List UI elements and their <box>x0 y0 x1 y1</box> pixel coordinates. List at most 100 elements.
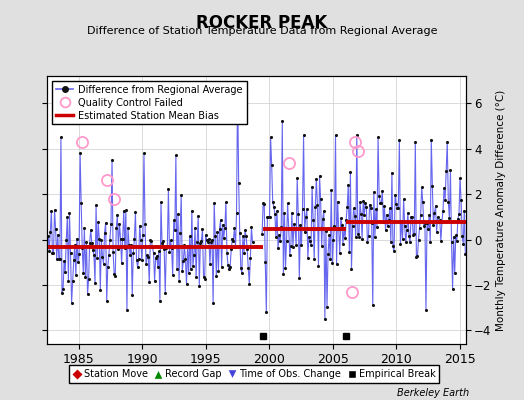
Text: ROCKER PEAK: ROCKER PEAK <box>196 14 328 32</box>
Point <box>310 256 319 262</box>
Point <box>91 280 99 286</box>
Point <box>451 270 459 276</box>
Point <box>425 212 433 218</box>
Point <box>169 272 177 278</box>
Point <box>128 292 136 298</box>
Point <box>408 214 417 220</box>
Point <box>81 273 90 280</box>
Point <box>196 240 204 246</box>
Point <box>431 203 440 209</box>
Point <box>441 196 449 203</box>
Point <box>455 211 463 218</box>
Point <box>434 219 443 225</box>
Point <box>377 200 386 206</box>
Point <box>397 218 406 224</box>
Point <box>183 243 192 249</box>
Point <box>453 237 461 244</box>
Point <box>209 300 217 306</box>
Point <box>192 274 200 280</box>
Point <box>238 270 246 276</box>
Point <box>93 255 101 262</box>
Point <box>282 237 291 244</box>
Point <box>258 231 266 237</box>
Point <box>63 214 71 220</box>
Point <box>60 258 68 264</box>
Point <box>315 173 324 179</box>
Point <box>341 235 350 242</box>
Point <box>297 242 305 248</box>
Point <box>188 207 196 214</box>
Point <box>78 244 86 251</box>
Point <box>348 223 357 229</box>
Point <box>228 236 236 242</box>
Point <box>461 251 470 257</box>
Point <box>182 281 191 288</box>
Point <box>162 245 170 251</box>
Point <box>108 157 116 163</box>
Point <box>272 234 280 240</box>
Point <box>149 250 158 256</box>
Point <box>223 250 231 256</box>
Point <box>95 236 103 242</box>
Point <box>362 204 370 211</box>
Point <box>328 260 336 267</box>
Point <box>119 208 128 214</box>
Point <box>312 176 321 182</box>
Point <box>319 216 327 222</box>
Point <box>365 202 374 208</box>
Point <box>82 239 91 246</box>
Point <box>64 278 73 284</box>
Point <box>450 234 458 240</box>
Point <box>58 290 66 296</box>
Point <box>411 139 420 145</box>
Point <box>61 268 69 275</box>
Point <box>202 232 210 238</box>
Point <box>190 252 198 258</box>
Point <box>344 182 353 188</box>
Point <box>356 199 364 206</box>
Point <box>366 205 375 211</box>
Point <box>96 286 104 293</box>
Point <box>313 202 322 208</box>
Point <box>199 274 208 280</box>
Point <box>141 221 149 228</box>
Point <box>134 264 142 270</box>
Point <box>200 276 209 282</box>
Point <box>79 270 88 276</box>
Point <box>116 236 125 242</box>
Point <box>172 152 180 159</box>
Point <box>154 264 162 270</box>
Point <box>214 268 223 274</box>
Point <box>174 211 182 217</box>
Point <box>59 286 67 292</box>
Point <box>456 174 464 181</box>
Point <box>48 250 57 256</box>
Point <box>114 246 123 252</box>
Point <box>100 260 108 267</box>
Point <box>136 222 144 229</box>
Point <box>212 273 221 279</box>
Point <box>146 237 155 244</box>
Point <box>324 250 332 257</box>
Point <box>142 261 150 268</box>
Point <box>369 189 378 195</box>
Legend: Difference from Regional Average, Quality Control Failed, Estimated Station Mean: Difference from Regional Average, Qualit… <box>52 81 247 124</box>
Point <box>49 250 58 256</box>
Point <box>86 227 95 233</box>
Point <box>298 206 307 212</box>
Point <box>381 227 390 233</box>
Point <box>373 224 381 230</box>
Point <box>123 307 131 313</box>
Point <box>390 248 398 255</box>
Point <box>445 215 454 221</box>
Point <box>73 235 81 242</box>
Point <box>94 219 102 226</box>
Point <box>417 212 425 218</box>
Point <box>124 225 132 231</box>
Point <box>194 213 202 220</box>
Point <box>398 236 407 242</box>
Point <box>181 256 190 263</box>
Point <box>148 244 157 250</box>
Point <box>243 246 252 252</box>
Point <box>56 255 64 262</box>
